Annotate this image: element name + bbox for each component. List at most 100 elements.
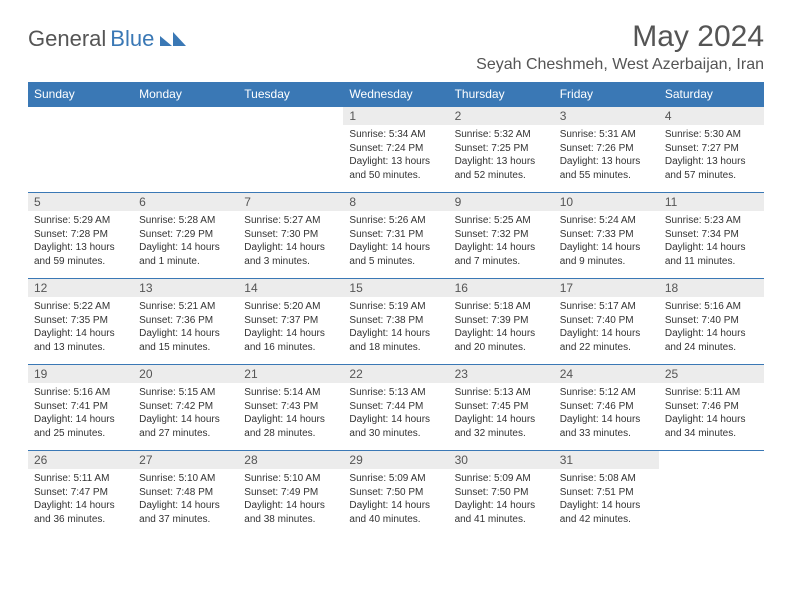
- daylight-text: and 50 minutes.: [349, 169, 442, 183]
- calendar-day-cell: 24Sunrise: 5:12 AMSunset: 7:46 PMDayligh…: [554, 365, 659, 451]
- weekday-header: Friday: [554, 82, 659, 107]
- calendar-day-cell: 29Sunrise: 5:09 AMSunset: 7:50 PMDayligh…: [343, 451, 448, 537]
- calendar-day-cell: 17Sunrise: 5:17 AMSunset: 7:40 PMDayligh…: [554, 279, 659, 365]
- daylight-text: Daylight: 13 hours: [34, 241, 127, 255]
- weekday-header: Wednesday: [343, 82, 448, 107]
- logo-icon: [160, 28, 186, 51]
- weekday-header-row: Sunday Monday Tuesday Wednesday Thursday…: [28, 82, 764, 107]
- day-number: 7: [238, 193, 343, 211]
- sunrise-text: Sunrise: 5:16 AM: [665, 300, 758, 314]
- day-number: 28: [238, 451, 343, 469]
- calendar-day-cell: 15Sunrise: 5:19 AMSunset: 7:38 PMDayligh…: [343, 279, 448, 365]
- sunset-text: Sunset: 7:45 PM: [455, 400, 548, 414]
- calendar-day-cell: 23Sunrise: 5:13 AMSunset: 7:45 PMDayligh…: [449, 365, 554, 451]
- day-details: Sunrise: 5:31 AMSunset: 7:26 PMDaylight:…: [554, 125, 659, 186]
- sunset-text: Sunset: 7:48 PM: [139, 486, 232, 500]
- day-number: 13: [133, 279, 238, 297]
- day-number: 31: [554, 451, 659, 469]
- day-number: 24: [554, 365, 659, 383]
- daylight-text: and 9 minutes.: [560, 255, 653, 269]
- sunset-text: Sunset: 7:49 PM: [244, 486, 337, 500]
- weekday-header: Thursday: [449, 82, 554, 107]
- day-number: 2: [449, 107, 554, 125]
- sunset-text: Sunset: 7:35 PM: [34, 314, 127, 328]
- calendar-day-cell: [659, 451, 764, 537]
- day-number: 23: [449, 365, 554, 383]
- calendar-page: GeneralBlue May 2024 Seyah Cheshmeh, Wes…: [0, 0, 792, 557]
- sunset-text: Sunset: 7:39 PM: [455, 314, 548, 328]
- weekday-header: Monday: [133, 82, 238, 107]
- daylight-text: and 33 minutes.: [560, 427, 653, 441]
- title-block: May 2024 Seyah Cheshmeh, West Azerbaijan…: [476, 20, 764, 74]
- day-details: Sunrise: 5:11 AMSunset: 7:47 PMDaylight:…: [28, 469, 133, 530]
- calendar-day-cell: 6Sunrise: 5:28 AMSunset: 7:29 PMDaylight…: [133, 193, 238, 279]
- day-details: Sunrise: 5:30 AMSunset: 7:27 PMDaylight:…: [659, 125, 764, 186]
- calendar-day-cell: 5Sunrise: 5:29 AMSunset: 7:28 PMDaylight…: [28, 193, 133, 279]
- daylight-text: and 16 minutes.: [244, 341, 337, 355]
- sunrise-text: Sunrise: 5:13 AM: [455, 386, 548, 400]
- calendar-day-cell: 8Sunrise: 5:26 AMSunset: 7:31 PMDaylight…: [343, 193, 448, 279]
- day-details: Sunrise: 5:10 AMSunset: 7:49 PMDaylight:…: [238, 469, 343, 530]
- day-number: 5: [28, 193, 133, 211]
- daylight-text: Daylight: 14 hours: [139, 241, 232, 255]
- sunset-text: Sunset: 7:51 PM: [560, 486, 653, 500]
- daylight-text: Daylight: 14 hours: [349, 413, 442, 427]
- calendar-week-row: 19Sunrise: 5:16 AMSunset: 7:41 PMDayligh…: [28, 365, 764, 451]
- day-details: Sunrise: 5:10 AMSunset: 7:48 PMDaylight:…: [133, 469, 238, 530]
- day-number: 16: [449, 279, 554, 297]
- sunrise-text: Sunrise: 5:16 AM: [34, 386, 127, 400]
- day-number: 25: [659, 365, 764, 383]
- daylight-text: Daylight: 14 hours: [34, 327, 127, 341]
- daylight-text: Daylight: 14 hours: [244, 413, 337, 427]
- daylight-text: Daylight: 14 hours: [139, 413, 232, 427]
- sunrise-text: Sunrise: 5:13 AM: [349, 386, 442, 400]
- daylight-text: and 37 minutes.: [139, 513, 232, 527]
- day-number: 3: [554, 107, 659, 125]
- daylight-text: and 41 minutes.: [455, 513, 548, 527]
- sunrise-text: Sunrise: 5:10 AM: [139, 472, 232, 486]
- day-number: 11: [659, 193, 764, 211]
- daylight-text: and 22 minutes.: [560, 341, 653, 355]
- sunset-text: Sunset: 7:34 PM: [665, 228, 758, 242]
- sunset-text: Sunset: 7:36 PM: [139, 314, 232, 328]
- day-details: Sunrise: 5:25 AMSunset: 7:32 PMDaylight:…: [449, 211, 554, 272]
- day-number: 29: [343, 451, 448, 469]
- day-number: 12: [28, 279, 133, 297]
- calendar-day-cell: 20Sunrise: 5:15 AMSunset: 7:42 PMDayligh…: [133, 365, 238, 451]
- day-number: 17: [554, 279, 659, 297]
- day-number: 15: [343, 279, 448, 297]
- daylight-text: and 40 minutes.: [349, 513, 442, 527]
- daylight-text: and 11 minutes.: [665, 255, 758, 269]
- sunrise-text: Sunrise: 5:32 AM: [455, 128, 548, 142]
- sunset-text: Sunset: 7:26 PM: [560, 142, 653, 156]
- daylight-text: Daylight: 13 hours: [560, 155, 653, 169]
- daylight-text: Daylight: 14 hours: [560, 327, 653, 341]
- calendar-day-cell: 3Sunrise: 5:31 AMSunset: 7:26 PMDaylight…: [554, 107, 659, 193]
- header: GeneralBlue May 2024 Seyah Cheshmeh, Wes…: [28, 20, 764, 74]
- sunset-text: Sunset: 7:50 PM: [349, 486, 442, 500]
- day-details: Sunrise: 5:14 AMSunset: 7:43 PMDaylight:…: [238, 383, 343, 444]
- sunset-text: Sunset: 7:43 PM: [244, 400, 337, 414]
- calendar-day-cell: 11Sunrise: 5:23 AMSunset: 7:34 PMDayligh…: [659, 193, 764, 279]
- sunrise-text: Sunrise: 5:23 AM: [665, 214, 758, 228]
- sunset-text: Sunset: 7:41 PM: [34, 400, 127, 414]
- day-details: Sunrise: 5:24 AMSunset: 7:33 PMDaylight:…: [554, 211, 659, 272]
- day-number: 1: [343, 107, 448, 125]
- day-details: Sunrise: 5:18 AMSunset: 7:39 PMDaylight:…: [449, 297, 554, 358]
- calendar-table: Sunday Monday Tuesday Wednesday Thursday…: [28, 82, 764, 537]
- calendar-week-row: 26Sunrise: 5:11 AMSunset: 7:47 PMDayligh…: [28, 451, 764, 537]
- day-details: Sunrise: 5:29 AMSunset: 7:28 PMDaylight:…: [28, 211, 133, 272]
- sunrise-text: Sunrise: 5:20 AM: [244, 300, 337, 314]
- daylight-text: and 52 minutes.: [455, 169, 548, 183]
- calendar-day-cell: 27Sunrise: 5:10 AMSunset: 7:48 PMDayligh…: [133, 451, 238, 537]
- sunset-text: Sunset: 7:32 PM: [455, 228, 548, 242]
- logo-text-general: General: [28, 26, 106, 52]
- calendar-week-row: 5Sunrise: 5:29 AMSunset: 7:28 PMDaylight…: [28, 193, 764, 279]
- daylight-text: Daylight: 14 hours: [139, 327, 232, 341]
- calendar-week-row: 12Sunrise: 5:22 AMSunset: 7:35 PMDayligh…: [28, 279, 764, 365]
- sunrise-text: Sunrise: 5:11 AM: [665, 386, 758, 400]
- sunset-text: Sunset: 7:37 PM: [244, 314, 337, 328]
- day-details: Sunrise: 5:20 AMSunset: 7:37 PMDaylight:…: [238, 297, 343, 358]
- sunrise-text: Sunrise: 5:26 AM: [349, 214, 442, 228]
- sunset-text: Sunset: 7:24 PM: [349, 142, 442, 156]
